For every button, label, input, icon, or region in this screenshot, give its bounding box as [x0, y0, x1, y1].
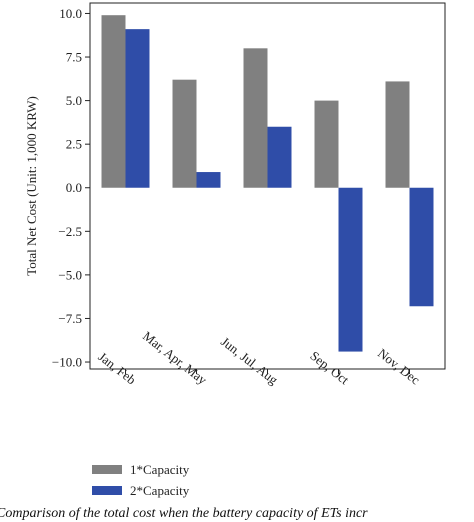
- legend-swatch-series-1: [92, 465, 122, 474]
- x-tick-label: Nov, Dec: [375, 345, 423, 387]
- x-tick-label: Jan, Feb: [95, 349, 138, 388]
- legend-label-series-2: 2*Capacity: [130, 482, 190, 498]
- bar-series-2: [125, 29, 150, 188]
- y-tick-label: −7.5: [58, 311, 82, 326]
- figure-caption: Comparison of the total cost when the ba…: [0, 506, 368, 521]
- bar-series-1: [385, 81, 410, 188]
- x-tick-label: Jun, Jul, Aug: [218, 334, 281, 388]
- bar-series-1: [172, 79, 197, 188]
- legend-swatch-series-2: [92, 486, 122, 495]
- x-tick-label: Mar, Apr, May: [140, 328, 210, 388]
- y-tick-label: 10.0: [59, 6, 82, 21]
- legend-item-series-2: 2*Capacity: [92, 480, 189, 501]
- y-axis-label: Total Net Cost (Unit: 1,000 KRW): [24, 96, 39, 276]
- y-tick-label: −10.0: [52, 355, 82, 370]
- y-tick-label: 2.5: [66, 137, 82, 152]
- y-tick-label: −5.0: [58, 267, 82, 282]
- bar-series-1: [101, 15, 126, 188]
- y-tick-label: 5.0: [66, 93, 82, 108]
- bar-series-2: [338, 187, 363, 352]
- x-axis: Jan, Feb Mar, Apr, May Jun, Jul, Aug Sep, O…: [95, 328, 423, 388]
- y-tick-label: −2.5: [58, 224, 82, 239]
- legend-item-series-1: 1*Capacity: [92, 459, 189, 480]
- legend: 1*Capacity 2*Capacity: [92, 459, 189, 501]
- y-axis: 10.0 7.5 5.0 2.5 0.0 −2.5 −5.0 −7.5 −10.0: [52, 6, 90, 370]
- bar-series-2: [409, 187, 434, 307]
- legend-label-series-1: 1*Capacity: [130, 461, 190, 477]
- bar-series-1: [314, 100, 339, 188]
- bar-series-1: [243, 48, 268, 188]
- bar-series-2: [267, 126, 292, 188]
- bar-series-2: [196, 172, 221, 188]
- y-tick-label: 0.0: [66, 180, 82, 195]
- bars: [101, 15, 434, 352]
- x-tick-label: Sep, Oct: [307, 348, 352, 388]
- y-tick-label: 7.5: [66, 50, 82, 65]
